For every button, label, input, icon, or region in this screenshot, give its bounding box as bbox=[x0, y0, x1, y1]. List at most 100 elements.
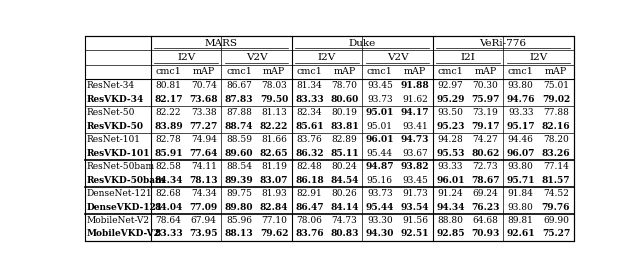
Text: 82.78: 82.78 bbox=[156, 135, 181, 144]
Text: Duke: Duke bbox=[349, 39, 376, 48]
Text: 91.84: 91.84 bbox=[508, 189, 534, 198]
Text: 93.50: 93.50 bbox=[437, 108, 463, 117]
Text: 93.80: 93.80 bbox=[508, 81, 534, 90]
Text: 85.91: 85.91 bbox=[154, 149, 183, 158]
Text: 83.33: 83.33 bbox=[295, 95, 324, 104]
Text: MobileNet-V2: MobileNet-V2 bbox=[87, 216, 150, 225]
Text: 84.34: 84.34 bbox=[154, 176, 183, 185]
Text: 81.93: 81.93 bbox=[261, 189, 287, 198]
Text: 77.64: 77.64 bbox=[189, 149, 218, 158]
Text: mAP: mAP bbox=[545, 67, 567, 76]
Text: 85.61: 85.61 bbox=[295, 122, 324, 131]
Text: 74.11: 74.11 bbox=[191, 162, 217, 171]
Text: 93.45: 93.45 bbox=[367, 81, 393, 90]
Text: 76.23: 76.23 bbox=[471, 202, 500, 212]
Text: 94.46: 94.46 bbox=[508, 135, 534, 144]
Text: 77.27: 77.27 bbox=[189, 122, 218, 131]
Text: 96.01: 96.01 bbox=[436, 176, 465, 185]
Text: 79.50: 79.50 bbox=[260, 95, 288, 104]
Text: 80.81: 80.81 bbox=[156, 81, 182, 90]
Text: 83.76: 83.76 bbox=[295, 229, 324, 238]
Text: 93.73: 93.73 bbox=[367, 95, 392, 104]
Text: 93.73: 93.73 bbox=[367, 189, 392, 198]
Text: 74.94: 74.94 bbox=[191, 135, 217, 144]
Text: 82.17: 82.17 bbox=[154, 95, 183, 104]
Text: 88.54: 88.54 bbox=[226, 162, 252, 171]
Text: ResNet-50bam: ResNet-50bam bbox=[87, 162, 155, 171]
Text: 75.27: 75.27 bbox=[542, 229, 570, 238]
Text: 81.13: 81.13 bbox=[261, 108, 287, 117]
Text: 91.73: 91.73 bbox=[402, 189, 428, 198]
Text: I2V: I2V bbox=[318, 53, 336, 62]
Text: cmc1: cmc1 bbox=[226, 67, 252, 76]
Text: 95.23: 95.23 bbox=[436, 122, 465, 131]
Text: 92.85: 92.85 bbox=[436, 229, 465, 238]
Text: ResNet-34: ResNet-34 bbox=[87, 81, 135, 90]
Text: 94.28: 94.28 bbox=[437, 135, 463, 144]
Text: 89.60: 89.60 bbox=[225, 149, 253, 158]
Text: I2V: I2V bbox=[177, 53, 195, 62]
Text: 96.01: 96.01 bbox=[365, 135, 394, 144]
Text: 89.80: 89.80 bbox=[225, 202, 253, 212]
Text: 80.83: 80.83 bbox=[330, 229, 359, 238]
Text: 82.89: 82.89 bbox=[332, 135, 358, 144]
Text: ResNet-50: ResNet-50 bbox=[87, 108, 135, 117]
Text: 82.22: 82.22 bbox=[260, 122, 289, 131]
Text: 93.82: 93.82 bbox=[401, 162, 429, 171]
Text: 91.62: 91.62 bbox=[402, 95, 428, 104]
Text: 86.18: 86.18 bbox=[295, 176, 324, 185]
Text: 81.34: 81.34 bbox=[296, 81, 323, 90]
Text: 79.76: 79.76 bbox=[541, 202, 570, 212]
Text: mAP: mAP bbox=[333, 67, 356, 76]
Text: 83.33: 83.33 bbox=[154, 229, 183, 238]
Text: 82.68: 82.68 bbox=[156, 189, 181, 198]
Text: 64.68: 64.68 bbox=[472, 216, 499, 225]
Text: 78.64: 78.64 bbox=[156, 216, 182, 225]
Text: 88.80: 88.80 bbox=[437, 216, 463, 225]
Text: 78.67: 78.67 bbox=[471, 176, 500, 185]
Text: 93.80: 93.80 bbox=[508, 162, 534, 171]
Text: 82.48: 82.48 bbox=[296, 162, 323, 171]
Text: 73.19: 73.19 bbox=[472, 108, 499, 117]
Text: cmc1: cmc1 bbox=[156, 67, 181, 76]
Text: 77.14: 77.14 bbox=[543, 162, 569, 171]
Text: 87.88: 87.88 bbox=[226, 108, 252, 117]
Text: 75.97: 75.97 bbox=[471, 95, 500, 104]
Text: 73.38: 73.38 bbox=[191, 108, 216, 117]
Text: 67.94: 67.94 bbox=[191, 216, 217, 225]
Text: 88.74: 88.74 bbox=[225, 122, 253, 131]
Text: 86.67: 86.67 bbox=[226, 81, 252, 90]
Text: 94.34: 94.34 bbox=[436, 202, 465, 212]
Text: mAP: mAP bbox=[263, 67, 285, 76]
Text: 86.47: 86.47 bbox=[295, 202, 324, 212]
Text: DenseVKD-121: DenseVKD-121 bbox=[87, 202, 163, 212]
Text: 92.97: 92.97 bbox=[437, 81, 463, 90]
Text: ResVKD-50: ResVKD-50 bbox=[87, 122, 144, 131]
Text: cmc1: cmc1 bbox=[437, 67, 463, 76]
Text: 83.76: 83.76 bbox=[296, 135, 323, 144]
Text: 70.74: 70.74 bbox=[191, 81, 217, 90]
Text: 81.57: 81.57 bbox=[541, 176, 570, 185]
Text: 78.20: 78.20 bbox=[543, 135, 569, 144]
Text: mAP: mAP bbox=[404, 67, 426, 76]
Text: ResNet-101: ResNet-101 bbox=[87, 135, 141, 144]
Text: 91.56: 91.56 bbox=[402, 216, 428, 225]
Text: 84.54: 84.54 bbox=[330, 176, 359, 185]
Text: 93.45: 93.45 bbox=[402, 176, 428, 185]
Text: 95.53: 95.53 bbox=[436, 149, 465, 158]
Text: 94.30: 94.30 bbox=[365, 229, 394, 238]
Text: 92.61: 92.61 bbox=[506, 229, 535, 238]
Text: 79.02: 79.02 bbox=[542, 95, 570, 104]
Text: 85.11: 85.11 bbox=[330, 149, 359, 158]
Text: 89.81: 89.81 bbox=[508, 216, 534, 225]
Text: 93.67: 93.67 bbox=[402, 149, 428, 158]
Text: 81.19: 81.19 bbox=[261, 162, 287, 171]
Text: 94.87: 94.87 bbox=[365, 162, 394, 171]
Text: 83.26: 83.26 bbox=[541, 149, 570, 158]
Text: 82.16: 82.16 bbox=[541, 122, 570, 131]
Text: 82.65: 82.65 bbox=[260, 149, 289, 158]
Text: 72.73: 72.73 bbox=[473, 162, 499, 171]
Text: 95.01: 95.01 bbox=[365, 108, 394, 117]
Text: 95.16: 95.16 bbox=[367, 176, 393, 185]
Text: 73.95: 73.95 bbox=[189, 229, 218, 238]
